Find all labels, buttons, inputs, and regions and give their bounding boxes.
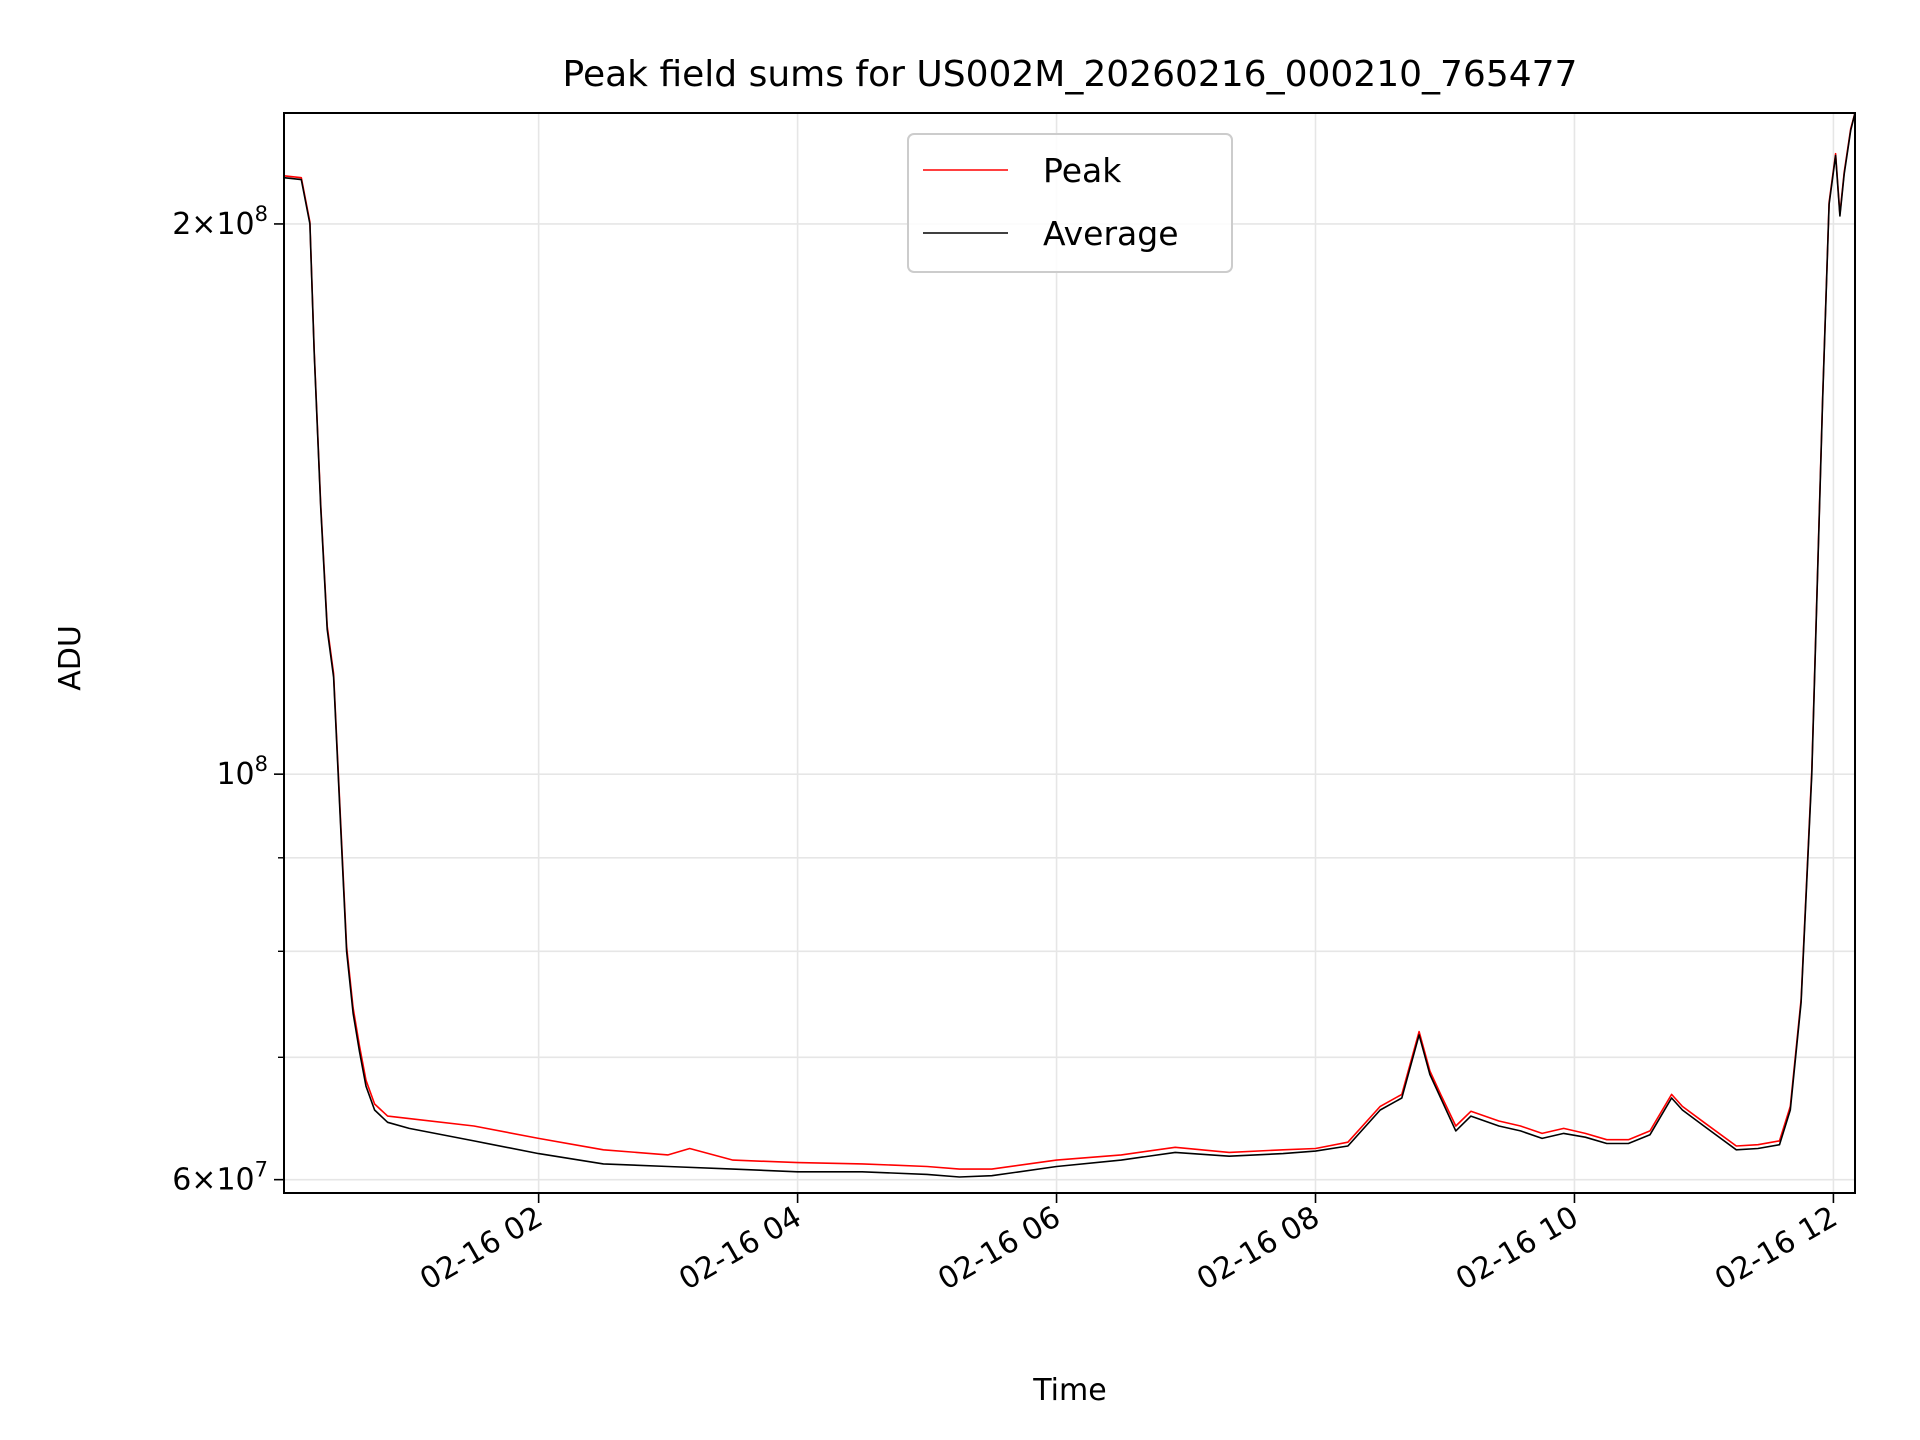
legend-label-peak: Peak	[1043, 151, 1122, 190]
y-tick-label: 108	[216, 752, 268, 792]
legend: Peak Average	[907, 133, 1233, 273]
grid-lines	[284, 113, 1855, 1193]
legend-label-average: Average	[1043, 214, 1179, 253]
series-line-average	[283, 112, 1856, 1178]
legend-box	[907, 133, 1233, 273]
y-axis-label: ADU	[53, 625, 88, 691]
y-tick-label: 6×107	[172, 1158, 268, 1198]
plot-frame	[283, 112, 1856, 1194]
series-lines	[283, 112, 1856, 1178]
x-axis-label: Time	[1032, 1373, 1106, 1408]
y-tick-label: 2×108	[172, 202, 268, 242]
series-line-peak	[283, 112, 1856, 1170]
chart-title: Peak field sums for US002M_20260216_0002…	[563, 54, 1578, 95]
